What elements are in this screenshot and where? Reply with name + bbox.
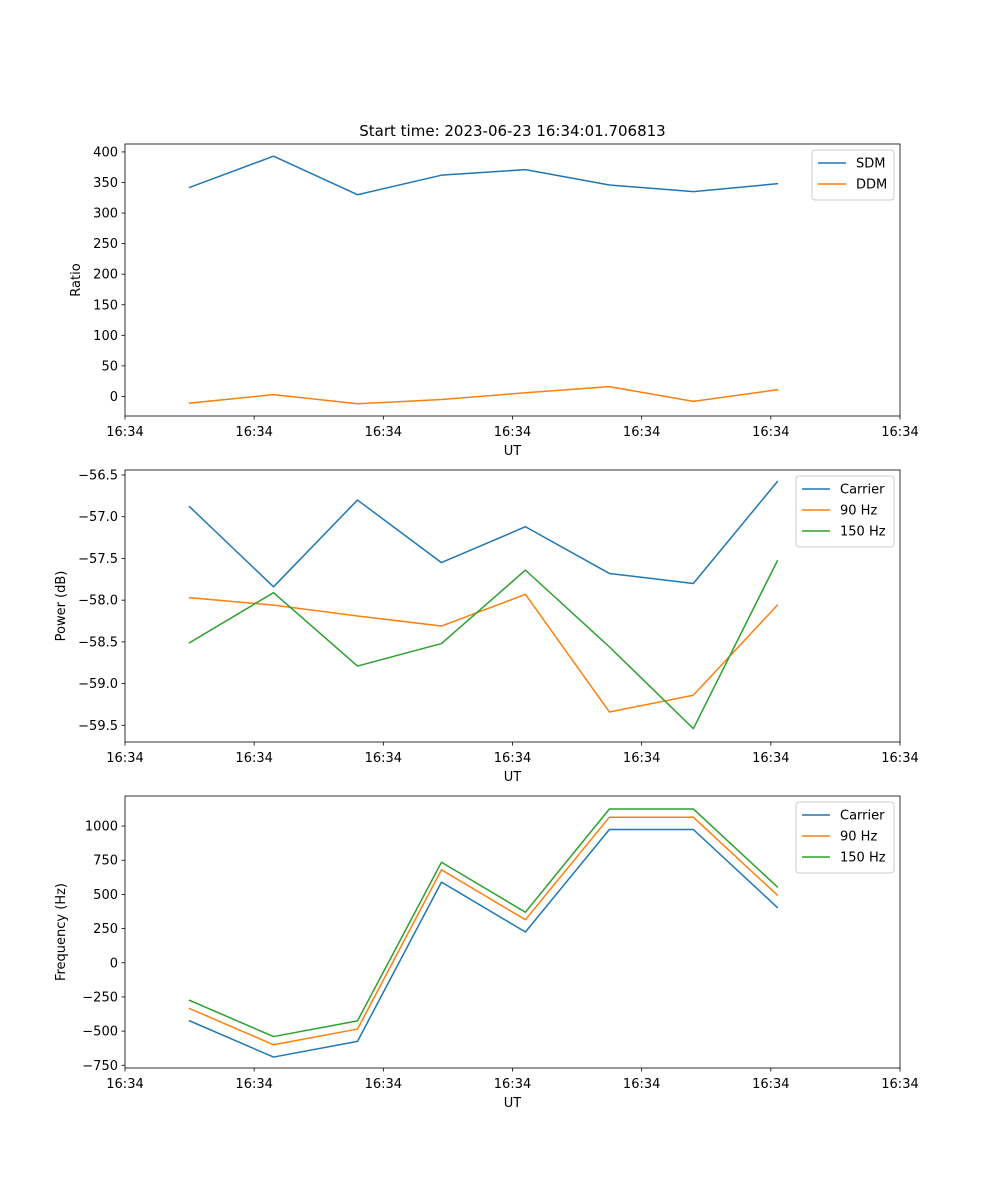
series-line-sdm: [188, 155, 779, 196]
x-tick-label: 16:34: [235, 425, 272, 440]
x-tick-label: 16:34: [106, 1077, 143, 1092]
x-tick-label: 16:34: [881, 1077, 918, 1092]
legend-label: 90 Hz: [840, 504, 877, 519]
x-tick-label: 16:34: [752, 1077, 789, 1092]
x-tick-label: 16:34: [494, 1077, 531, 1092]
legend: Carrier 90 Hz 150 Hz: [795, 475, 895, 548]
series-line-150-hz: [188, 808, 779, 1038]
y-tick-label: 0: [110, 390, 118, 405]
x-tick-label: 16:34: [494, 751, 531, 766]
y-tick-label: 250: [93, 237, 118, 252]
series-line-carrier: [188, 480, 779, 588]
y-tick-label: −58.0: [78, 594, 118, 609]
y-tick-label: 50: [101, 359, 118, 374]
y-tick-label: 750: [93, 854, 118, 869]
y-tick-label: 500: [93, 888, 118, 903]
chart-panel-2: 16:34 16:34 16:34 16:34 16:34 16:34 16:34 −59.5…: [54, 469, 919, 785]
y-tick-label: −59.5: [78, 719, 118, 734]
legend-label: SDM: [856, 157, 885, 172]
chart-panels: 16:34 16:34 16:34 16:34 16:34 16:34 16:34 0 50 10…: [54, 143, 919, 1111]
x-tick-label: 16:34: [881, 425, 918, 440]
legend: SDM DDM: [811, 149, 895, 201]
series-line-150-hz: [188, 559, 779, 730]
legend-label: Carrier: [840, 483, 885, 498]
chart-panel-1: 16:34 16:34 16:34 16:34 16:34 16:34 16:34 0 50 10…: [69, 143, 919, 459]
x-axis-label: UT: [504, 444, 522, 459]
y-tick-label: 200: [93, 268, 118, 283]
y-tick-label: −56.5: [78, 469, 118, 484]
chart-panel-3: 16:34 16:34 16:34 16:34 16:34 16:34 16:34 −750 −…: [54, 795, 919, 1111]
series-line-90-hz: [188, 593, 779, 713]
y-tick-label: 300: [93, 207, 118, 222]
y-tick-label: −250: [82, 990, 118, 1005]
y-tick-label: 0: [110, 956, 118, 971]
figure-title: Start time: 2023-06-23 16:34:01.706813: [359, 122, 665, 140]
x-tick-label: 16:34: [365, 425, 402, 440]
y-axis-label: Power (dB): [54, 571, 69, 642]
y-tick-label: 150: [93, 298, 118, 313]
x-tick-label: 16:34: [623, 751, 660, 766]
y-tick-label: 1000: [85, 820, 118, 835]
legend-box: [795, 801, 895, 874]
x-tick-label: 16:34: [235, 751, 272, 766]
series-line-90-hz: [188, 816, 779, 1046]
y-tick-label: −59.0: [78, 677, 118, 692]
y-tick-label: −57.5: [78, 552, 118, 567]
y-tick-label: 350: [93, 176, 118, 191]
x-axis-label: UT: [504, 1096, 522, 1111]
legend-label: Carrier: [840, 809, 885, 824]
x-tick-label: 16:34: [106, 751, 143, 766]
x-tick-label: 16:34: [623, 1077, 660, 1092]
legend-label: DDM: [856, 178, 887, 193]
y-tick-label: −500: [82, 1025, 118, 1040]
x-tick-label: 16:34: [752, 751, 789, 766]
x-tick-label: 16:34: [365, 1077, 402, 1092]
x-tick-label: 16:34: [881, 751, 918, 766]
legend-label: 90 Hz: [840, 830, 877, 845]
x-tick-label: 16:34: [623, 425, 660, 440]
x-axis-label: UT: [504, 770, 522, 785]
x-tick-label: 16:34: [106, 425, 143, 440]
x-tick-label: 16:34: [235, 1077, 272, 1092]
x-tick-label: 16:34: [752, 425, 789, 440]
y-tick-label: 100: [93, 329, 118, 344]
y-axis-label: Ratio: [69, 263, 84, 296]
legend: Carrier 90 Hz 150 Hz: [795, 801, 895, 874]
series-line-carrier: [188, 828, 779, 1058]
series-line-ddm: [188, 385, 779, 405]
y-tick-label: −750: [82, 1059, 118, 1074]
legend-label: 150 Hz: [840, 851, 886, 866]
y-tick-label: 400: [93, 145, 118, 160]
y-tick-label: −58.5: [78, 635, 118, 650]
x-tick-label: 16:34: [494, 425, 531, 440]
legend-label: 150 Hz: [840, 525, 886, 540]
y-tick-label: 250: [93, 922, 118, 937]
y-axis-label: Frequency (Hz): [54, 883, 69, 981]
x-tick-label: 16:34: [365, 751, 402, 766]
y-tick-label: −57.0: [78, 510, 118, 525]
legend-box: [795, 475, 895, 548]
